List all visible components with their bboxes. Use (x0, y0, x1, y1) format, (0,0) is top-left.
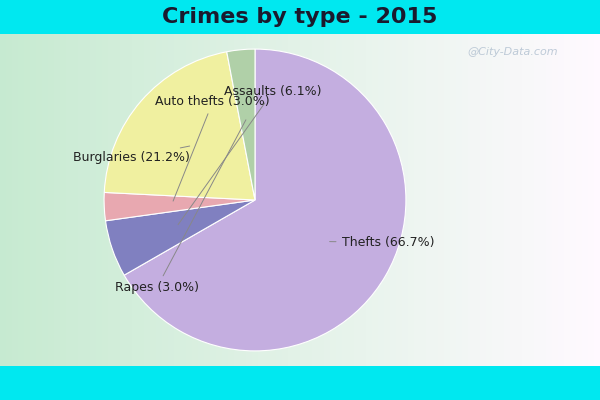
Text: Thefts (66.7%): Thefts (66.7%) (329, 236, 434, 249)
Wedge shape (104, 52, 255, 200)
Wedge shape (227, 49, 255, 200)
Text: Rapes (3.0%): Rapes (3.0%) (115, 120, 246, 294)
Text: Burglaries (21.2%): Burglaries (21.2%) (73, 146, 190, 164)
Wedge shape (124, 49, 406, 351)
Text: Crimes by type - 2015: Crimes by type - 2015 (163, 7, 437, 27)
Text: @City-Data.com: @City-Data.com (467, 47, 558, 57)
Text: Auto thefts (3.0%): Auto thefts (3.0%) (155, 96, 270, 201)
Wedge shape (106, 200, 255, 275)
Text: Assaults (6.1%): Assaults (6.1%) (178, 85, 322, 225)
Wedge shape (104, 192, 255, 221)
